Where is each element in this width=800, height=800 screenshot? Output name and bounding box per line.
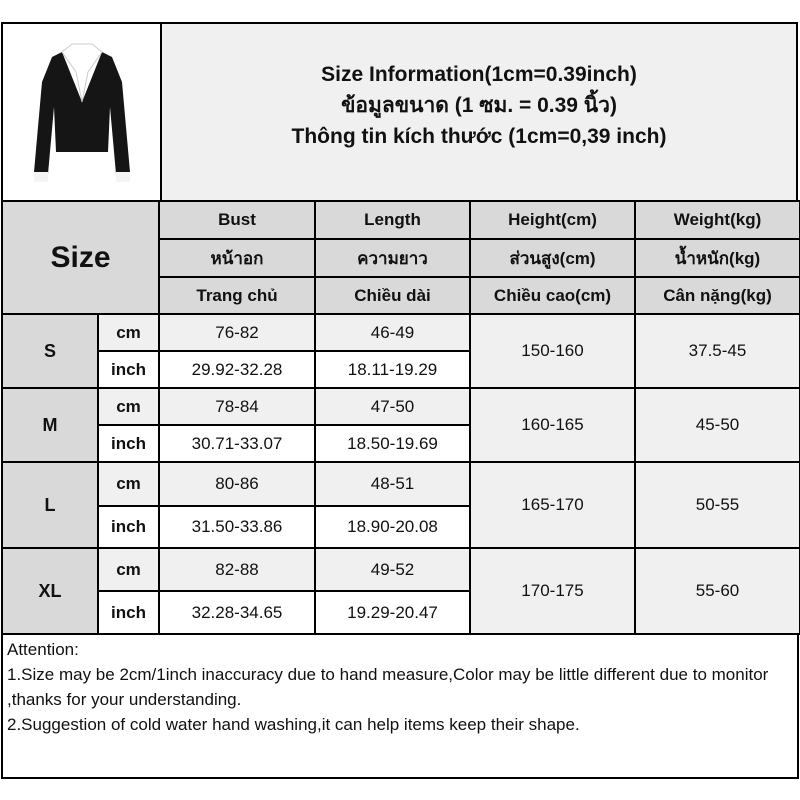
weight-cell: 50-55 [634, 461, 800, 549]
bust-inch: 31.50-33.86 [158, 505, 316, 549]
col-length-en: Length [314, 200, 471, 240]
height-cell: 170-175 [469, 547, 636, 635]
length-cm: 48-51 [314, 461, 471, 507]
bust-cm: 76-82 [158, 313, 316, 352]
col-bust-th: หน้าอก [158, 238, 316, 278]
col-bust-vi: Trang chủ [158, 276, 316, 315]
title-vi: Thông tin kích thước (1cm=0,39 inch) [291, 124, 667, 148]
unit-cm: cm [97, 313, 160, 352]
unit-inch: inch [97, 590, 160, 635]
length-inch: 18.11-19.29 [314, 350, 471, 389]
unit-cm: cm [97, 547, 160, 592]
col-bust-en: Bust [158, 200, 316, 240]
weight-cell: 45-50 [634, 387, 800, 463]
length-cm: 49-52 [314, 547, 471, 592]
length-inch: 18.50-19.69 [314, 424, 471, 463]
table-row: L cm 80-86 48-51 165-170 50-55 [1, 461, 800, 549]
col-length-vi: Chiều dài [314, 276, 471, 315]
size-cell: XL [1, 547, 99, 635]
length-inch: 18.90-20.08 [314, 505, 471, 549]
table-row: inch 31.50-33.86 18.90-20.08 [2, 505, 800, 549]
table-row: M cm 78-84 47-50 160-165 45-50 [1, 387, 800, 463]
table-row: inch 32.28-34.65 19.29-20.47 [2, 590, 800, 635]
title-th: ข้อมูลขนาด (1 ซม. = 0.39 นิ้ว) [341, 93, 617, 117]
col-height-vi: Chiều cao(cm) [469, 276, 636, 315]
attention-note: 1.Size may be 2cm/1inch inaccuracy due t… [7, 665, 769, 709]
table-row: inch 30.71-33.07 18.50-19.69 [2, 424, 800, 463]
unit-inch: inch [97, 505, 160, 549]
col-height-en: Height(cm) [469, 200, 636, 240]
height-cell: 160-165 [469, 387, 636, 463]
col-length-th: ความยาว [314, 238, 471, 278]
col-weight-vi: Cân nặng(kg) [634, 276, 800, 315]
unit-cm: cm [97, 461, 160, 507]
size-cell: M [1, 387, 99, 463]
col-weight-en: Weight(kg) [634, 200, 800, 240]
bust-inch: 29.92-32.28 [158, 350, 316, 389]
attention-note: 2.Suggestion of cold water hand washing,… [7, 715, 580, 734]
size-info-header: Size Information(1cm=0.39inch) ข้อมูลขนา… [1, 22, 798, 200]
bust-cm: 82-88 [158, 547, 316, 592]
unit-cm: cm [97, 387, 160, 426]
height-cell: 150-160 [469, 313, 636, 389]
size-header: Size [1, 200, 160, 315]
attention-heading: Attention: [7, 640, 79, 659]
height-cell: 165-170 [469, 461, 636, 549]
length-cm: 46-49 [314, 313, 471, 352]
table-row: XL cm 82-88 49-52 170-175 55-60 [1, 547, 800, 635]
attention-notes: Attention: 1.Size may be 2cm/1inch inacc… [1, 633, 799, 779]
bust-cm: 80-86 [158, 461, 316, 507]
bust-inch: 30.71-33.07 [158, 424, 316, 463]
length-inch: 19.29-20.47 [314, 590, 471, 635]
col-weight-th: น้ำหนัก(kg) [634, 238, 800, 278]
cardigan-icon [33, 43, 130, 182]
table-row: S cm 76-82 46-49 150-160 37.5-45 [1, 313, 800, 389]
weight-cell: 37.5-45 [634, 313, 800, 389]
length-cm: 47-50 [314, 387, 471, 426]
size-cell: S [1, 313, 99, 389]
unit-inch: inch [97, 424, 160, 463]
title-en: Size Information(1cm=0.39inch) [321, 62, 637, 86]
table-row: inch 29.92-32.28 18.11-19.29 [2, 350, 800, 389]
title-block: Size Information(1cm=0.39inch) ข้อมูลขนา… [162, 24, 796, 200]
weight-cell: 55-60 [634, 547, 800, 635]
col-height-th: ส่วนสูง(cm) [469, 238, 636, 278]
unit-inch: inch [97, 350, 160, 389]
size-cell: L [1, 461, 99, 549]
bust-cm: 78-84 [158, 387, 316, 426]
product-image [3, 24, 162, 200]
bust-inch: 32.28-34.65 [158, 590, 316, 635]
size-table: Size Bust Length Height(cm) Weight(kg) ห… [1, 200, 800, 635]
